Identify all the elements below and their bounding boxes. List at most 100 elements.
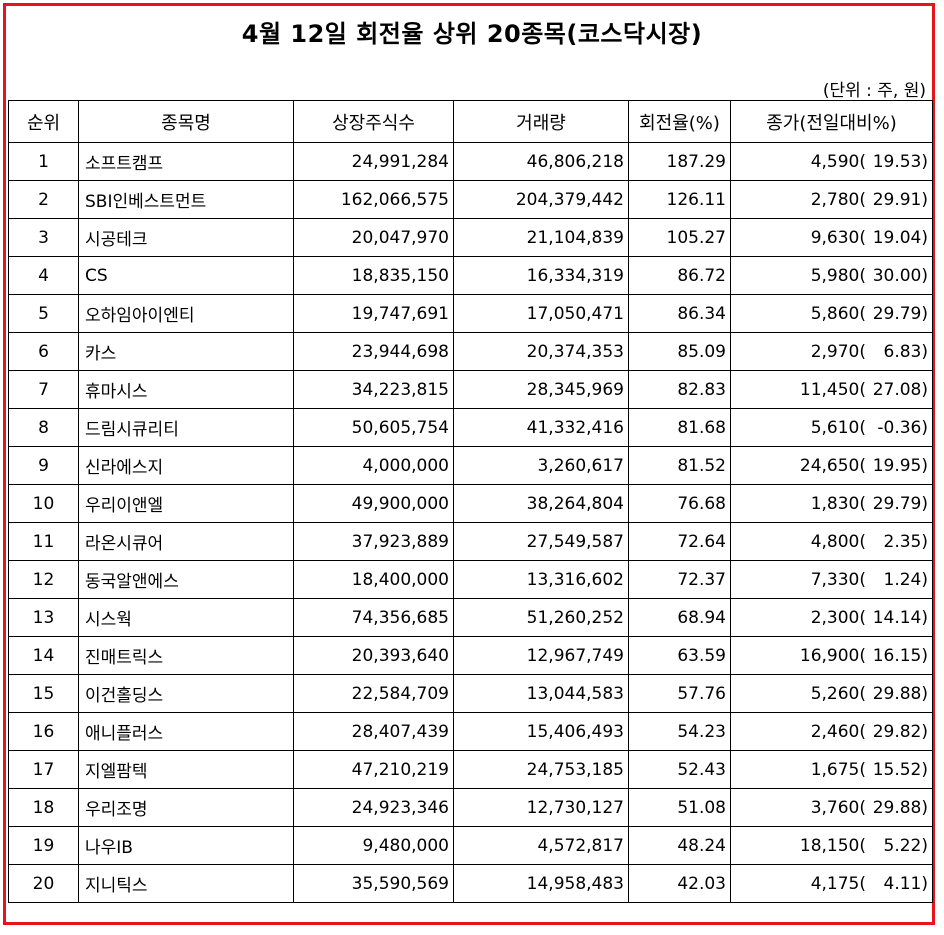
- cell-volume: 4,572,817: [453, 826, 629, 865]
- cell-turnover: 52.43: [628, 750, 731, 789]
- cell-rank: 3: [8, 218, 79, 257]
- cell-rank: 17: [8, 750, 79, 789]
- close-price-value: 1,675(: [810, 759, 866, 780]
- cell-rank: 16: [8, 712, 79, 751]
- cell-turnover: 54.23: [628, 712, 731, 751]
- change-percent-value: 29.91): [872, 189, 928, 210]
- change-percent-value: 4.11): [883, 873, 928, 894]
- cell-rank: 15: [8, 674, 79, 713]
- cell-turnover: 48.24: [628, 826, 731, 865]
- table-row: 10 우리이앤엘 49,900,000 38,264,804 76.68 1,830(29…: [8, 484, 933, 523]
- cell-name: 휴마시스: [78, 370, 294, 409]
- cell-rank: 7: [8, 370, 79, 409]
- cell-name: 시스웍: [78, 598, 294, 637]
- cell-close-price: 2,970(6.83): [730, 332, 933, 371]
- cell-rank: 12: [8, 560, 79, 599]
- table-row: 7 휴마시스 34,223,815 28,345,969 82.83 11,450(27.…: [8, 370, 933, 409]
- cell-volume: 46,806,218: [453, 142, 629, 181]
- change-percent-value: 29.82): [872, 721, 928, 742]
- cell-close-price: 3,760(29.88): [730, 788, 933, 827]
- cell-turnover: 187.29: [628, 142, 731, 181]
- table-row: 11 라온시큐어 37,923,889 27,549,587 72.64 4,800(2.…: [8, 522, 933, 561]
- cell-name: 시공테크: [78, 218, 294, 257]
- page-title: 4월 12일 회전율 상위 20종목(코스닥시장): [241, 20, 703, 48]
- cell-name: 신라에스지: [78, 446, 294, 485]
- cell-turnover: 86.72: [628, 256, 731, 295]
- cell-volume: 17,050,471: [453, 294, 629, 333]
- change-percent-value: 19.04): [872, 227, 928, 248]
- cell-turnover: 68.94: [628, 598, 731, 637]
- change-percent-value: 5.22): [883, 835, 928, 856]
- change-percent-value: 19.95): [872, 455, 928, 476]
- cell-close-price: 16,900(16.15): [730, 636, 933, 675]
- cell-rank: 18: [8, 788, 79, 827]
- header-volume: 거래량: [453, 100, 629, 143]
- cell-listed-shares: 18,835,150: [293, 256, 454, 295]
- cell-volume: 51,260,252: [453, 598, 629, 637]
- cell-turnover: 76.68: [628, 484, 731, 523]
- header-turnover: 회전율(%): [628, 100, 731, 143]
- table-row: 4 CS 18,835,150 16,334,319 86.72 5,980(30.00): [8, 256, 933, 295]
- table-row: 3 시공테크 20,047,970 21,104,839 105.27 9,630(19.…: [8, 218, 933, 257]
- close-price-value: 2,970(: [810, 341, 866, 362]
- cell-name: 이건홀딩스: [78, 674, 294, 713]
- table-row: 20 지니틱스 35,590,569 14,958,483 42.03 4,175(4.1…: [8, 864, 933, 903]
- cell-name: CS: [78, 256, 294, 295]
- cell-rank: 9: [8, 446, 79, 485]
- cell-close-price: 4,590(19.53): [730, 142, 933, 181]
- cell-close-price: 1,830(29.79): [730, 484, 933, 523]
- table-row: 12 동국알앤에스 18,400,000 13,316,602 72.37 7,330(1…: [8, 560, 933, 599]
- table-row: 2 SBI인베스트먼트 162,066,575 204,379,442 126.11 2,…: [8, 180, 933, 219]
- cell-close-price: 5,610(-0.36): [730, 408, 933, 447]
- unit-note: (단위 : 주, 원): [822, 81, 926, 101]
- cell-name: SBI인베스트먼트: [78, 180, 294, 219]
- cell-close-price: 2,460(29.82): [730, 712, 933, 751]
- close-price-value: 5,860(: [810, 303, 866, 324]
- cell-rank: 4: [8, 256, 79, 295]
- cell-listed-shares: 4,000,000: [293, 446, 454, 485]
- cell-name: 동국알앤에스: [78, 560, 294, 599]
- turnover-table: 순위 종목명 상장주식수 거래량 회전율(%) 종가(전일대비%) 1 소프트캠프…: [8, 100, 933, 903]
- cell-volume: 41,332,416: [453, 408, 629, 447]
- cell-volume: 28,345,969: [453, 370, 629, 409]
- cell-volume: 38,264,804: [453, 484, 629, 523]
- cell-volume: 14,958,483: [453, 864, 629, 903]
- cell-rank: 11: [8, 522, 79, 561]
- cell-rank: 10: [8, 484, 79, 523]
- cell-turnover: 81.68: [628, 408, 731, 447]
- cell-turnover: 85.09: [628, 332, 731, 371]
- table-row: 6 카스 23,944,698 20,374,353 85.09 2,970(6.83): [8, 332, 933, 371]
- close-price-value: 24,650(: [799, 455, 866, 476]
- cell-turnover: 105.27: [628, 218, 731, 257]
- cell-turnover: 51.08: [628, 788, 731, 827]
- cell-name: 카스: [78, 332, 294, 371]
- cell-name: 나우IB: [78, 826, 294, 865]
- cell-name: 라온시큐어: [78, 522, 294, 561]
- cell-turnover: 126.11: [628, 180, 731, 219]
- cell-listed-shares: 20,047,970: [293, 218, 454, 257]
- close-price-value: 2,300(: [810, 607, 866, 628]
- cell-listed-shares: 22,584,709: [293, 674, 454, 713]
- close-price-value: 4,800(: [810, 531, 866, 552]
- cell-listed-shares: 24,923,346: [293, 788, 454, 827]
- cell-turnover: 63.59: [628, 636, 731, 675]
- header-close-price: 종가(전일대비%): [730, 100, 933, 143]
- header-name: 종목명: [78, 100, 294, 143]
- close-price-value: 5,260(: [810, 683, 866, 704]
- close-price-value: 7,330(: [810, 569, 866, 590]
- cell-name: 오하임아이엔티: [78, 294, 294, 333]
- close-price-value: 2,780(: [810, 189, 866, 210]
- table-row: 17 지엘팜텍 47,210,219 24,753,185 52.43 1,675(15.…: [8, 750, 933, 789]
- cell-name: 우리조명: [78, 788, 294, 827]
- cell-listed-shares: 35,590,569: [293, 864, 454, 903]
- cell-turnover: 82.83: [628, 370, 731, 409]
- table-header-row: 순위 종목명 상장주식수 거래량 회전율(%) 종가(전일대비%): [8, 100, 933, 143]
- cell-rank: 14: [8, 636, 79, 675]
- cell-volume: 12,967,749: [453, 636, 629, 675]
- table-row: 9 신라에스지 4,000,000 3,260,617 81.52 24,650(19.9…: [8, 446, 933, 485]
- cell-turnover: 72.64: [628, 522, 731, 561]
- change-percent-value: 29.79): [872, 493, 928, 514]
- cell-close-price: 5,260(29.88): [730, 674, 933, 713]
- table-row: 8 드림시큐리티 50,605,754 41,332,416 81.68 5,610(-0…: [8, 408, 933, 447]
- cell-volume: 16,334,319: [453, 256, 629, 295]
